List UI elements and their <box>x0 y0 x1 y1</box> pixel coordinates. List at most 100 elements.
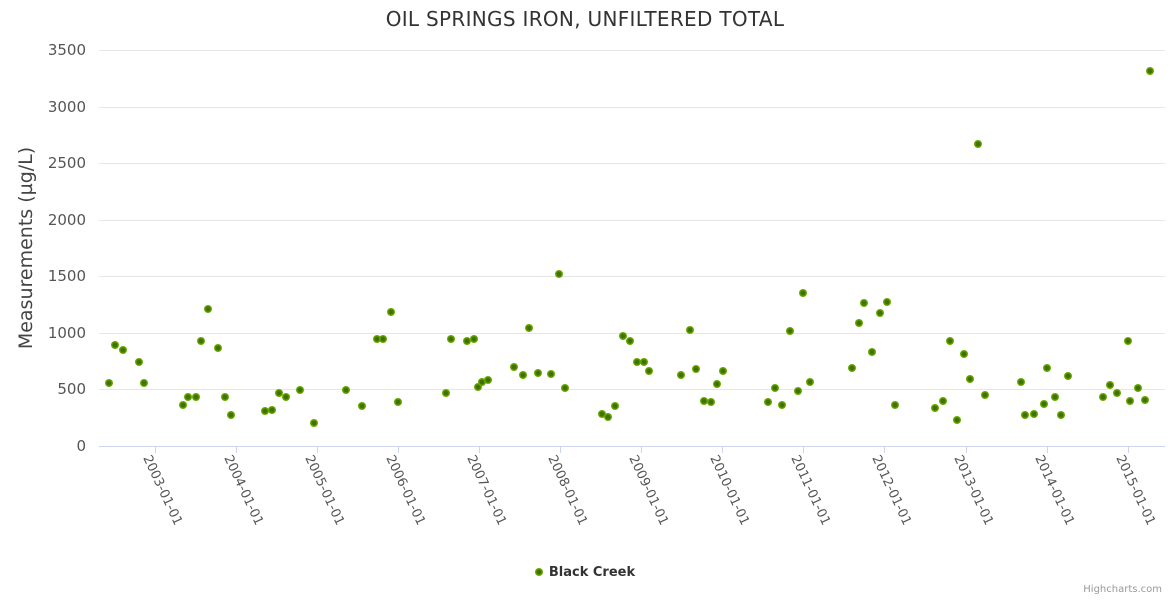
data-point[interactable] <box>134 358 143 367</box>
data-point[interactable] <box>938 396 947 405</box>
x-axis-tick-label: 2011-01-01 <box>787 453 834 528</box>
data-point[interactable] <box>959 349 968 358</box>
data-point[interactable] <box>275 388 283 397</box>
data-point[interactable] <box>373 335 382 344</box>
x-axis-tick-label: 2006-01-01 <box>382 453 429 528</box>
y-gridline <box>99 50 1165 51</box>
data-point[interactable] <box>868 348 877 357</box>
data-point[interactable] <box>446 335 455 344</box>
data-point[interactable] <box>799 289 808 298</box>
data-point[interactable] <box>296 385 305 394</box>
data-point[interactable] <box>261 407 270 416</box>
data-point[interactable] <box>561 383 570 392</box>
credits-link[interactable]: Highcharts.com <box>1083 584 1162 595</box>
data-point[interactable] <box>184 393 193 402</box>
data-point[interactable] <box>1063 371 1072 380</box>
data-point[interactable] <box>474 383 483 392</box>
data-point[interactable] <box>104 378 113 387</box>
data-point[interactable] <box>980 390 989 399</box>
data-point[interactable] <box>534 369 543 378</box>
data-point[interactable] <box>1123 336 1132 345</box>
data-point[interactable] <box>227 411 236 420</box>
y-axis-tick-label: 500 <box>57 380 86 399</box>
data-point[interactable] <box>220 392 229 401</box>
data-point[interactable] <box>876 309 885 318</box>
data-point[interactable] <box>1146 67 1155 76</box>
data-point[interactable] <box>140 378 149 387</box>
data-point[interactable] <box>441 389 450 398</box>
data-point[interactable] <box>1040 400 1049 409</box>
data-point[interactable] <box>518 371 527 380</box>
data-point[interactable] <box>625 336 634 345</box>
data-point[interactable] <box>463 337 472 346</box>
x-axis-tick <box>641 447 643 453</box>
data-point[interactable] <box>1021 410 1030 419</box>
data-point[interactable] <box>890 400 899 409</box>
data-point[interactable] <box>214 343 223 352</box>
data-point[interactable] <box>1113 388 1122 397</box>
data-point[interactable] <box>282 393 291 402</box>
data-point[interactable] <box>197 336 206 345</box>
data-point[interactable] <box>610 402 619 411</box>
data-point[interactable] <box>357 401 366 410</box>
data-point[interactable] <box>719 366 728 375</box>
data-point[interactable] <box>1126 397 1135 406</box>
data-point[interactable] <box>685 326 694 335</box>
data-point[interactable] <box>882 298 891 307</box>
data-point[interactable] <box>510 362 519 371</box>
data-point[interactable] <box>860 299 869 308</box>
legend-item-black-creek[interactable]: Black Creek <box>0 562 1170 582</box>
data-point[interactable] <box>639 357 648 366</box>
data-point[interactable] <box>855 318 864 327</box>
data-point[interactable] <box>793 387 802 396</box>
data-point[interactable] <box>309 419 318 428</box>
data-point[interactable] <box>771 383 780 392</box>
data-point[interactable] <box>378 335 387 344</box>
data-point[interactable] <box>598 409 607 418</box>
data-point[interactable] <box>677 370 685 379</box>
data-point[interactable] <box>394 398 403 407</box>
data-point[interactable] <box>191 392 200 401</box>
data-point[interactable] <box>692 365 701 374</box>
data-point[interactable] <box>966 375 975 384</box>
data-point[interactable] <box>946 336 955 345</box>
data-point[interactable] <box>645 366 654 375</box>
data-point[interactable] <box>470 334 479 343</box>
data-point[interactable] <box>712 379 721 388</box>
data-point[interactable] <box>547 370 556 379</box>
data-point[interactable] <box>484 376 493 385</box>
data-point[interactable] <box>1099 392 1108 401</box>
data-point[interactable] <box>1134 383 1143 392</box>
data-point[interactable] <box>1016 378 1025 387</box>
data-point[interactable] <box>478 378 487 387</box>
data-point[interactable] <box>1042 363 1051 372</box>
data-point[interactable] <box>525 323 534 332</box>
data-point[interactable] <box>178 400 187 409</box>
data-point[interactable] <box>618 332 627 341</box>
data-point[interactable] <box>1057 410 1066 419</box>
data-point[interactable] <box>342 385 351 394</box>
data-point[interactable] <box>1140 396 1149 405</box>
data-point[interactable] <box>604 413 613 422</box>
x-axis-tick <box>1127 447 1129 453</box>
data-point[interactable] <box>973 140 982 149</box>
data-point[interactable] <box>953 415 962 424</box>
data-point[interactable] <box>763 397 772 406</box>
data-point[interactable] <box>1050 392 1059 401</box>
data-point[interactable] <box>111 340 120 349</box>
data-point[interactable] <box>1105 381 1114 390</box>
data-point[interactable] <box>707 398 715 407</box>
data-point[interactable] <box>555 270 564 279</box>
data-point[interactable] <box>1029 410 1038 419</box>
data-point[interactable] <box>930 403 939 412</box>
data-point[interactable] <box>633 357 642 366</box>
data-point[interactable] <box>386 307 395 316</box>
data-point[interactable] <box>118 345 127 354</box>
data-point[interactable] <box>777 400 786 409</box>
data-point[interactable] <box>805 378 814 387</box>
data-point[interactable] <box>848 364 857 373</box>
data-point[interactable] <box>267 405 276 414</box>
data-point[interactable] <box>204 305 213 314</box>
data-point[interactable] <box>699 397 708 406</box>
data-point[interactable] <box>785 326 794 335</box>
